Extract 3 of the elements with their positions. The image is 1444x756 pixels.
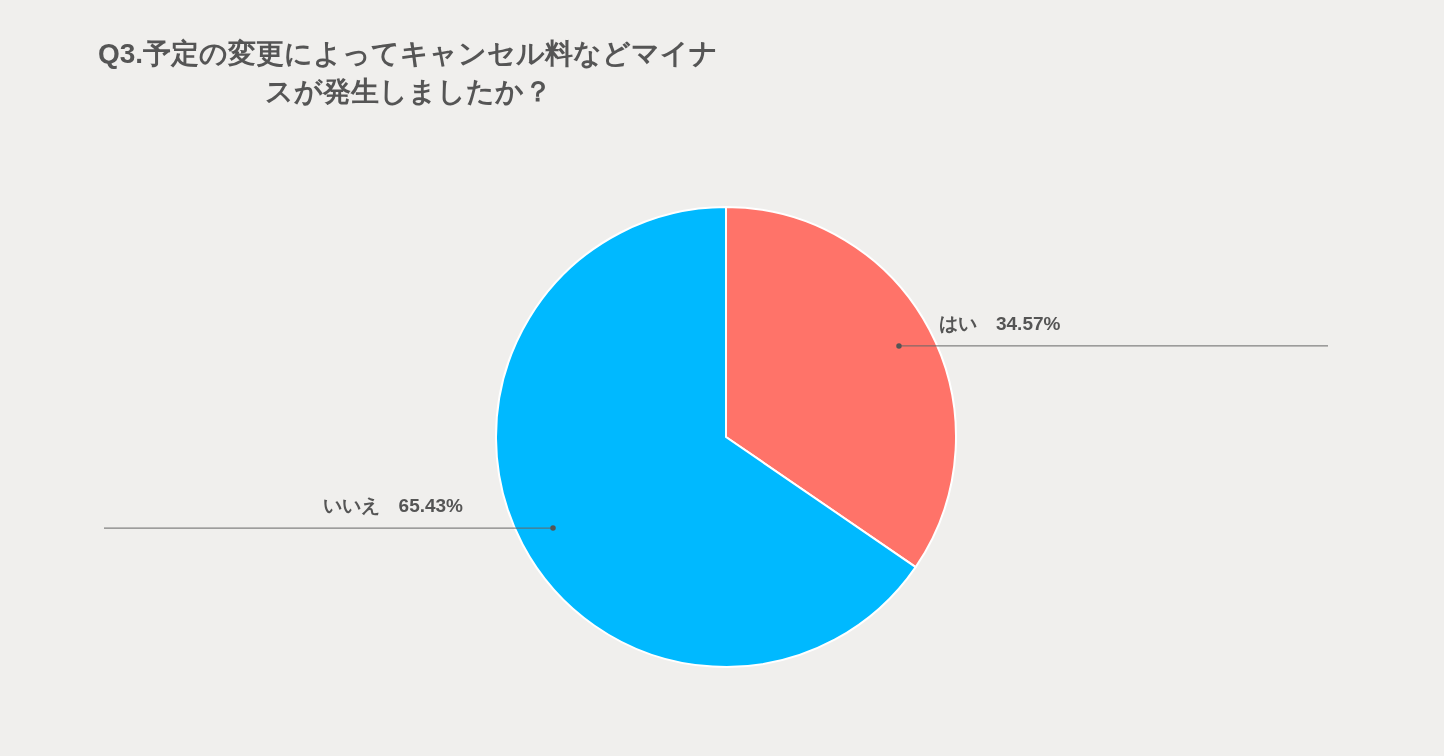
chart-title: Q3.予定の変更によってキャンセル料などマイナスが発生しましたか？ <box>97 38 719 107</box>
slice-label: はい 34.57% <box>938 312 1061 334</box>
slice-label: いいえ 65.43% <box>322 495 464 517</box>
